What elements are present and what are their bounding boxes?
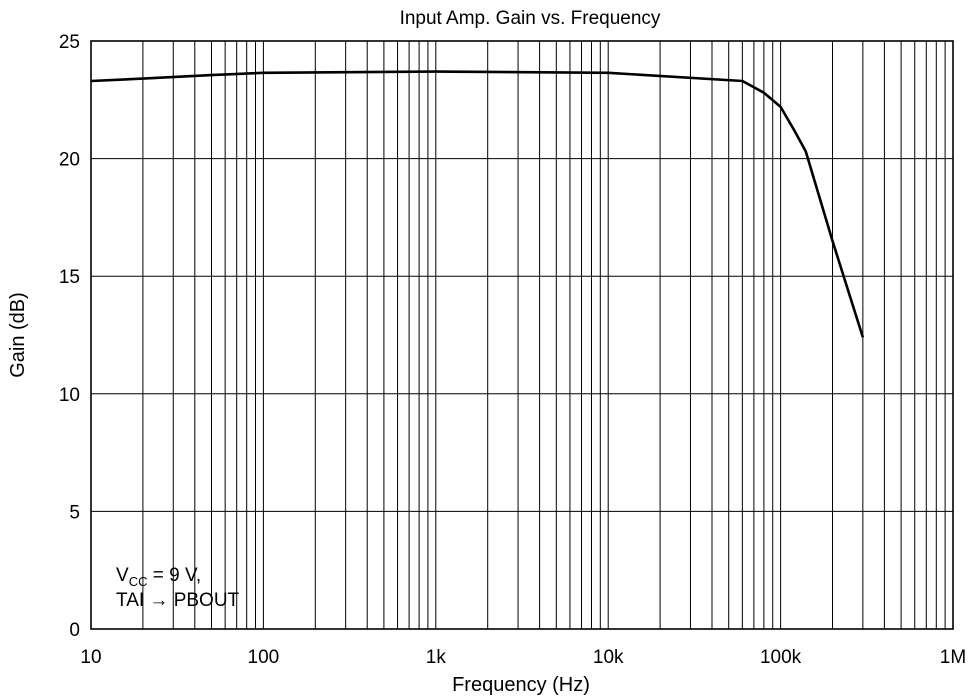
x-tick-label: 100 <box>248 647 280 668</box>
x-tick-label: 100k <box>760 647 802 668</box>
x-tick-label: 1M <box>940 647 966 668</box>
annotation-line1: VCC = 9 V, <box>116 565 201 589</box>
y-tick-label: 15 <box>59 267 80 288</box>
x-tick-label: 10k <box>593 647 624 668</box>
y-tick-label: 20 <box>59 150 80 171</box>
y-tick-label: 5 <box>69 502 80 523</box>
y-axis-label: Gain (dB) <box>7 292 29 378</box>
y-tick-labels: 0 5 10 15 20 25 <box>59 32 80 641</box>
x-tick-labels: 10 100 1k 10k 100k 1M <box>80 647 966 668</box>
grid <box>91 41 953 629</box>
y-tick-label: 25 <box>59 32 80 53</box>
gain-curve <box>90 70 865 338</box>
plot-frame <box>90 40 954 630</box>
x-axis-label: Frequency (Hz) <box>452 674 590 696</box>
annotation: VCC = 9 V, TAI → PBOUT <box>116 565 240 611</box>
x-tick-label: 10 <box>80 647 101 668</box>
y-tick-label: 10 <box>59 385 80 406</box>
chart-title: Input Amp. Gain vs. Frequency <box>400 8 661 29</box>
annotation-line2: TAI → PBOUT <box>116 590 240 611</box>
y-tick-label: 0 <box>69 620 80 641</box>
x-tick-label: 1k <box>426 647 447 668</box>
